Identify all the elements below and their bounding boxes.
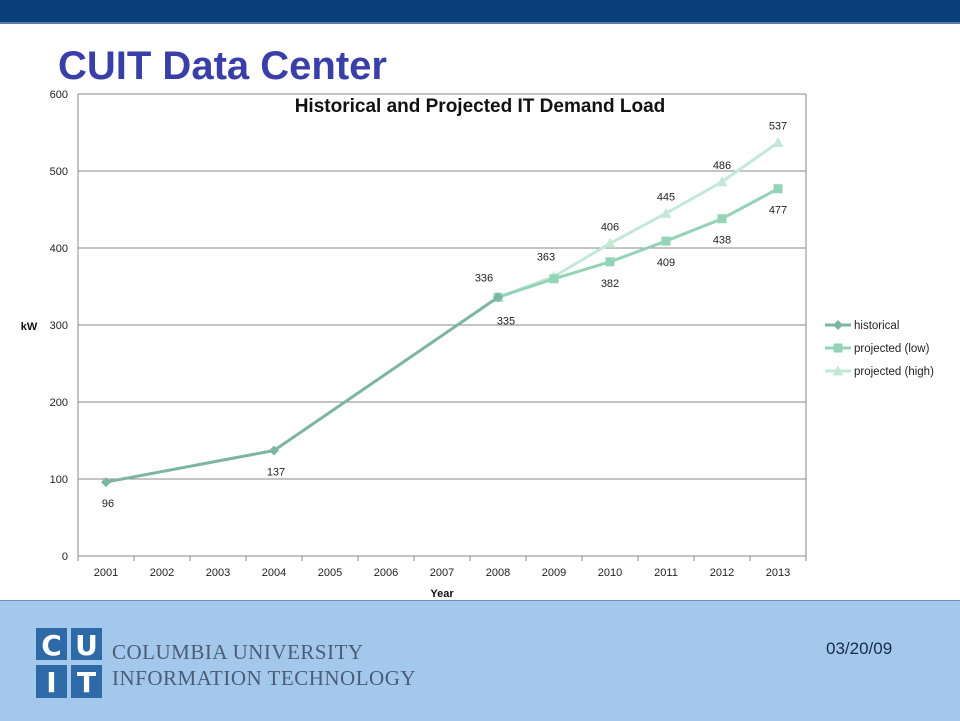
logo-line-2: INFORMATION TECHNOLOGY [112,666,417,690]
y-tick-label: 0 [62,551,68,563]
logo-letter: T [77,666,96,698]
data-label: 486 [713,160,731,172]
data-point-triangle [772,137,784,148]
series-line-projected-low [497,187,779,299]
chart-area: 0 100 200 300 400 500 600 2001 2002 2003 2004 2005 2… [21,89,934,600]
logo-line-1: COLUMBIA UNIVERSITY [112,640,364,664]
data-point-diamond [493,292,503,303]
x-tick-label: 2010 [598,567,622,579]
logo-letter: U [75,629,98,662]
y-tick-label: 600 [50,89,68,101]
x-tick-label: 2007 [430,567,454,579]
y-tick-label: 200 [50,397,68,409]
data-point-square [549,274,559,284]
x-tick-label: 2013 [766,567,790,579]
data-point-diamond [101,477,111,488]
data-label: 438 [713,235,731,247]
x-tick-label: 2006 [374,567,398,579]
logo-wordmark: COLUMBIA UNIVERSITY INFORMATION TECHNOLO… [112,639,416,691]
data-point-square [833,343,843,353]
y-tick-label: 100 [50,474,68,486]
legend-label: projected (low) [854,343,930,355]
data-label: 477 [769,205,787,217]
series-line-projected-high [497,141,779,299]
x-tick-label: 2003 [206,567,230,579]
data-point-square [661,236,671,246]
data-label: 382 [601,278,619,290]
data-label: 445 [657,191,675,203]
y-axis-label: kW [21,321,38,333]
line-chart: 0 100 200 300 400 500 600 2001 2002 2003 2004 2005 2… [21,89,934,600]
data-label: 409 [657,257,675,269]
plot-layer: 0 100 200 300 400 500 600 2001 2002 2003 2004 2005 2… [50,89,807,579]
top-banner [0,0,960,24]
chart-title: Historical and Projected IT Demand Load [295,96,666,117]
x-tick-label: 2008 [486,567,510,579]
data-point-square [717,214,727,224]
footer-band: C U I T COLUMBIA UNIVERSITY INFORMATION … [0,600,960,721]
logo-letter: I [46,666,56,698]
legend-label: historical [854,320,899,332]
logo-letter: C [41,629,62,662]
y-tick-label: 400 [50,243,68,255]
data-point-triangle [716,176,728,187]
data-point-triangle [604,237,616,248]
data-label: 137 [267,467,285,479]
data-point-triangle [660,207,672,218]
data-point-triangle [832,365,844,376]
x-tick-label: 2002 [150,567,174,579]
x-tick-label: 2004 [262,567,286,579]
x-tick-label: 2009 [542,567,566,579]
data-point-diamond [269,445,279,456]
data-label: 96 [102,498,114,510]
data-point-square [605,257,615,267]
data-label: 406 [601,221,619,233]
x-tick-label: 2005 [318,567,342,579]
data-label: 537 [769,121,787,133]
cuit-logo: C U I T [36,628,102,703]
y-tick-label: 300 [50,320,68,332]
x-tick-label: 2001 [94,567,118,579]
slide-title: CUIT Data Center [58,44,387,88]
footer-date: 03/20/09 [826,639,893,658]
x-tick-label: 2012 [710,567,734,579]
data-point-diamond [833,320,843,330]
legend-label: projected (high) [854,366,934,378]
data-label: 335 [497,315,515,327]
data-label: 363 [537,251,555,263]
legend: historical projected (low) projected (high… [825,320,934,378]
x-tick-label: 2011 [654,567,678,579]
data-label: 336 [475,272,493,284]
x-axis-label: Year [430,588,454,600]
y-tick-label: 500 [50,166,68,178]
data-point-square [773,184,783,194]
